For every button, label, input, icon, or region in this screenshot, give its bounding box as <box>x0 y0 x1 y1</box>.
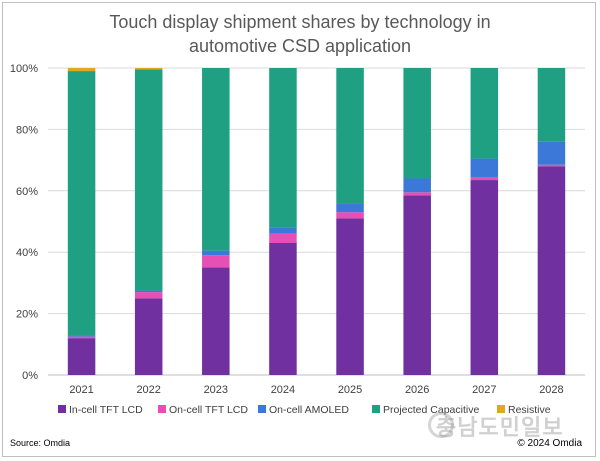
bar-segment <box>537 68 566 142</box>
bar-segment <box>403 68 431 179</box>
legend-label: On-cell TFT LCD <box>169 404 248 416</box>
y-tick-label: 20% <box>16 309 38 321</box>
bar-segment <box>336 212 364 219</box>
bar-segment <box>67 336 96 339</box>
legend-label: In-cell TFT LCD <box>69 404 143 416</box>
y-tick-label: 60% <box>16 186 38 198</box>
watermark: 충남도민일보 <box>436 415 564 440</box>
legend-swatch <box>258 405 266 413</box>
bar-segment <box>403 178 431 193</box>
bar-segment <box>470 158 499 177</box>
bar-segment <box>134 290 163 293</box>
bar-segment <box>202 255 230 268</box>
bar-segment <box>67 71 96 336</box>
bar-segment <box>67 335 96 337</box>
source-note: Source: Omdia <box>10 438 71 448</box>
bar-segment <box>336 68 364 204</box>
x-tick-label: 2028 <box>539 384 563 396</box>
x-tick-label: 2022 <box>136 384 160 396</box>
y-tick-label: 0% <box>22 370 38 382</box>
bar-segment <box>336 218 364 375</box>
bar-segment <box>202 250 230 256</box>
bar-segment <box>470 68 499 159</box>
x-tick-label: 2025 <box>338 384 362 396</box>
bar-segment <box>537 164 566 167</box>
bar-segment <box>67 68 96 72</box>
x-tick-label: 2021 <box>69 384 93 396</box>
chart-title: Touch display shipment shares by technol… <box>0 10 600 58</box>
x-tick-label: 2024 <box>271 384 295 396</box>
y-tick-label: 40% <box>16 247 38 259</box>
x-tick-label: 2026 <box>405 384 429 396</box>
bar-segment <box>269 242 297 375</box>
bar-segment <box>336 203 364 213</box>
legend-swatch <box>58 405 66 413</box>
bar-segment <box>470 180 499 375</box>
bar-segment <box>202 68 230 251</box>
watermark-logo-icon <box>428 412 454 438</box>
legend-label: On-cell AMOLED <box>269 404 349 416</box>
y-tick-label: 100% <box>10 63 38 75</box>
bar-segment <box>67 338 96 375</box>
bar-segment <box>202 267 230 375</box>
legend-swatch <box>158 405 166 413</box>
copyright-note: © 2024 Omdia <box>517 438 582 449</box>
x-tick-label: 2023 <box>204 384 228 396</box>
y-tick-label: 80% <box>16 124 38 136</box>
legend-swatch <box>497 405 505 413</box>
legend-label: Resistive <box>508 404 551 416</box>
bar-segment <box>470 176 499 181</box>
bar-segment <box>269 233 297 243</box>
bar-segment <box>537 141 566 165</box>
bar-segment <box>537 166 566 375</box>
chart-title-line-1: Touch display shipment shares by technol… <box>109 12 491 32</box>
bar-segment <box>403 195 431 375</box>
bar-segment <box>269 227 297 234</box>
bar-segment <box>134 68 163 70</box>
bar-segment <box>269 68 297 228</box>
bar-segment <box>134 69 163 291</box>
x-tick-label: 2027 <box>472 384 496 396</box>
legend-swatch <box>372 405 380 413</box>
bar-segment <box>134 298 163 375</box>
legend-label: Projected Capacitive <box>383 404 479 416</box>
chart-title-line-2: automotive CSD application <box>188 36 412 56</box>
bar-segment <box>134 292 163 299</box>
bar-segment <box>403 192 431 196</box>
